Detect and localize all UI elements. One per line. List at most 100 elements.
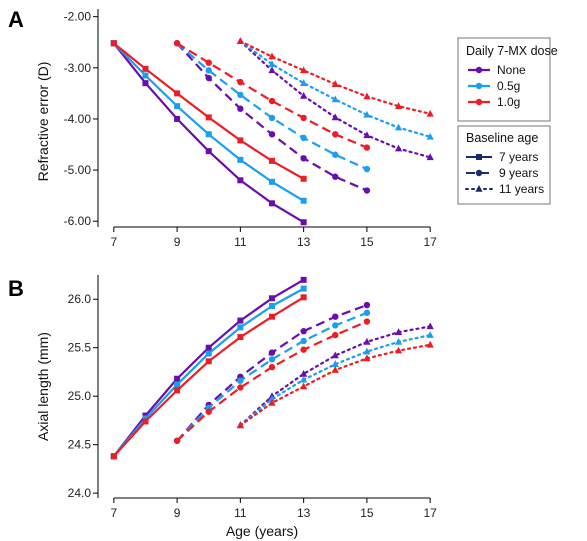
data-point xyxy=(237,137,244,144)
data-point xyxy=(268,60,276,68)
data-point xyxy=(205,131,212,138)
data-point xyxy=(331,95,339,103)
panel-a: A -2.00 -3.00 -4.00 -5.00 -6.00 7 9 11 13 15 17 Refr… xyxy=(8,7,437,249)
data-point xyxy=(363,318,371,325)
x-tick-label: 17 xyxy=(424,235,438,249)
data-point xyxy=(237,156,244,163)
data-point xyxy=(268,395,276,402)
data-point xyxy=(394,346,403,354)
data-point xyxy=(394,102,403,109)
data-point xyxy=(300,79,308,86)
series-None-7-years xyxy=(110,40,307,226)
data-point xyxy=(142,80,149,87)
data-point xyxy=(269,313,275,320)
data-point xyxy=(205,74,212,82)
data-point xyxy=(363,110,371,118)
data-point xyxy=(426,322,434,330)
x-tick-label: 7 xyxy=(110,235,117,249)
panel-label: B xyxy=(8,276,24,301)
legend-marker xyxy=(476,154,482,160)
data-point xyxy=(269,157,275,164)
series-1.0g-7-years xyxy=(110,294,307,460)
data-point xyxy=(237,177,244,184)
y-tick-label: 24.0 xyxy=(68,486,92,500)
data-point xyxy=(394,337,403,345)
data-point xyxy=(237,78,244,86)
data-point xyxy=(300,197,307,204)
series-line xyxy=(176,311,368,442)
legend-frame xyxy=(457,37,551,122)
data-point xyxy=(300,155,307,162)
data-point xyxy=(268,52,276,60)
data-point xyxy=(268,398,276,406)
data-point xyxy=(332,151,339,158)
data-point xyxy=(300,337,307,345)
data-point xyxy=(269,303,275,310)
data-point xyxy=(142,65,149,72)
y-tick-label: -3.00 xyxy=(64,61,92,75)
data-point xyxy=(269,178,275,185)
data-point xyxy=(174,387,181,394)
y-tick-label: 24.5 xyxy=(68,438,92,452)
legend-marker xyxy=(475,169,483,177)
data-point xyxy=(300,91,308,99)
series-0.5g-7-years xyxy=(110,285,307,460)
data-point xyxy=(363,309,371,317)
data-point xyxy=(300,134,307,142)
data-point xyxy=(174,381,181,388)
data-point xyxy=(268,66,276,74)
data-point xyxy=(268,114,276,122)
y-axis-label: Refractive error (D) xyxy=(35,62,51,182)
x-tick-label: 13 xyxy=(297,506,311,520)
data-point xyxy=(174,103,181,110)
data-point xyxy=(174,115,181,122)
data-point xyxy=(363,131,371,139)
data-point xyxy=(332,322,339,329)
legend-title: Daily 7-MX dose xyxy=(466,44,558,58)
data-point xyxy=(205,114,212,121)
data-point xyxy=(268,356,276,363)
series-0.5g-11-years xyxy=(236,37,434,140)
data-point xyxy=(332,131,339,138)
data-point xyxy=(363,165,371,173)
x-axis-label: Age (years) xyxy=(226,523,298,539)
series-1.0g-7-years xyxy=(110,40,307,182)
x-tick-label: 9 xyxy=(174,506,181,520)
data-point xyxy=(237,377,244,384)
data-point xyxy=(300,66,308,74)
data-point xyxy=(394,123,403,131)
data-point xyxy=(236,37,244,45)
data-point xyxy=(363,347,371,355)
data-point xyxy=(110,40,117,47)
y-tick-label: -4.00 xyxy=(64,112,92,126)
data-point xyxy=(332,173,339,180)
data-point xyxy=(205,59,212,66)
y-tick-label: -2.00 xyxy=(64,10,92,24)
x-tick-label: 9 xyxy=(174,235,181,249)
data-point xyxy=(300,175,307,182)
data-point xyxy=(237,91,244,99)
data-point xyxy=(363,187,371,194)
data-point xyxy=(394,328,403,336)
data-point xyxy=(268,363,276,371)
data-point xyxy=(174,90,181,97)
series-line xyxy=(239,334,432,427)
legend-item-label: 9 years xyxy=(499,166,538,180)
data-point xyxy=(300,219,307,226)
data-point xyxy=(268,97,276,105)
y-tick-label: 25.5 xyxy=(68,341,92,355)
data-point xyxy=(300,328,307,335)
data-point xyxy=(237,334,244,341)
data-point xyxy=(237,324,244,331)
data-point xyxy=(331,366,339,373)
y-tick-label: -6.00 xyxy=(64,214,92,228)
legend-item-label: 1.0g xyxy=(497,95,520,109)
data-point xyxy=(237,384,244,391)
data-point xyxy=(300,382,308,390)
data-point xyxy=(174,375,181,382)
data-point xyxy=(205,344,212,351)
data-point xyxy=(269,295,275,302)
data-point xyxy=(426,153,434,161)
data-point xyxy=(332,313,339,320)
legend-marker xyxy=(475,98,483,106)
